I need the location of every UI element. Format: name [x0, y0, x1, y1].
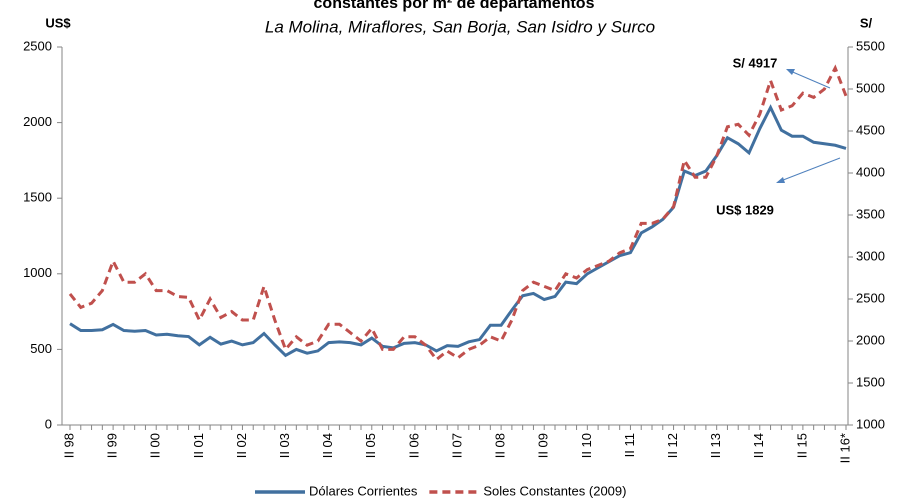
- annotation-arrow: [777, 157, 841, 183]
- x-tick-label: II 01: [191, 433, 206, 458]
- x-tick-label: II 02: [234, 433, 249, 458]
- series-line: [68, 64, 848, 362]
- y2-tick-label: 2500: [856, 290, 885, 305]
- x-tick-label: II 05: [363, 433, 378, 458]
- x-tick-label: II 09: [536, 433, 551, 458]
- y2-tick-label: 1000: [856, 416, 885, 431]
- x-tick-label: II 16*: [837, 433, 852, 463]
- y2-tick-label: 5000: [856, 80, 885, 95]
- y2-tick-label: 3000: [856, 248, 885, 263]
- y2-tick-label: 4000: [856, 164, 885, 179]
- y2-axis-label: S/: [860, 15, 873, 30]
- x-tick-label: II 15: [794, 433, 809, 458]
- y2-tick-label: 4500: [856, 122, 885, 137]
- y2-tick-label: 3500: [856, 206, 885, 221]
- annotation: US$ 1829: [716, 202, 774, 217]
- chart-title: constantes por m² de departamentos: [314, 0, 595, 12]
- x-tick-label: II 06: [406, 433, 421, 458]
- y2-tick-label: 2000: [856, 332, 885, 347]
- series-line: [69, 104, 847, 358]
- annotation-arrow-head: [776, 177, 785, 183]
- y-tick-label: 2000: [23, 114, 52, 129]
- x-tick-label: II 08: [493, 433, 508, 458]
- x-tick-label: II 03: [277, 433, 292, 458]
- x-tick-label: II 12: [665, 433, 680, 458]
- y-tick-label: 1500: [23, 190, 52, 205]
- y-axis-label: US$: [45, 15, 71, 30]
- y-tick-label: 500: [30, 341, 52, 356]
- y-tick-label: 0: [45, 416, 52, 431]
- x-tick-label: II 13: [708, 433, 723, 458]
- legend-label: Soles Constantes (2009): [483, 483, 626, 498]
- chart-subtitle: La Molina, Miraflores, San Borja, San Is…: [265, 17, 655, 36]
- x-tick-label: II 98: [61, 433, 76, 458]
- x-tick-label: II 00: [148, 433, 163, 458]
- legend-label: Dólares Corrientes: [309, 483, 418, 498]
- x-tick-label: II 10: [579, 433, 594, 458]
- y2-tick-label: 5500: [856, 38, 885, 53]
- y-tick-label: 1000: [23, 265, 52, 280]
- annotation-arrow: [787, 69, 831, 89]
- y2-tick-label: 1500: [856, 374, 885, 389]
- annotation-arrow-head: [786, 69, 795, 75]
- y-tick-label: 2500: [23, 38, 52, 53]
- x-tick-label: II 04: [320, 433, 335, 458]
- annotation: S/ 4917: [733, 55, 778, 70]
- x-tick-label: II 07: [449, 433, 464, 458]
- x-tick-label: II 11: [622, 433, 637, 457]
- x-tick-label: II 99: [105, 433, 120, 458]
- x-tick-label: II 14: [751, 433, 766, 458]
